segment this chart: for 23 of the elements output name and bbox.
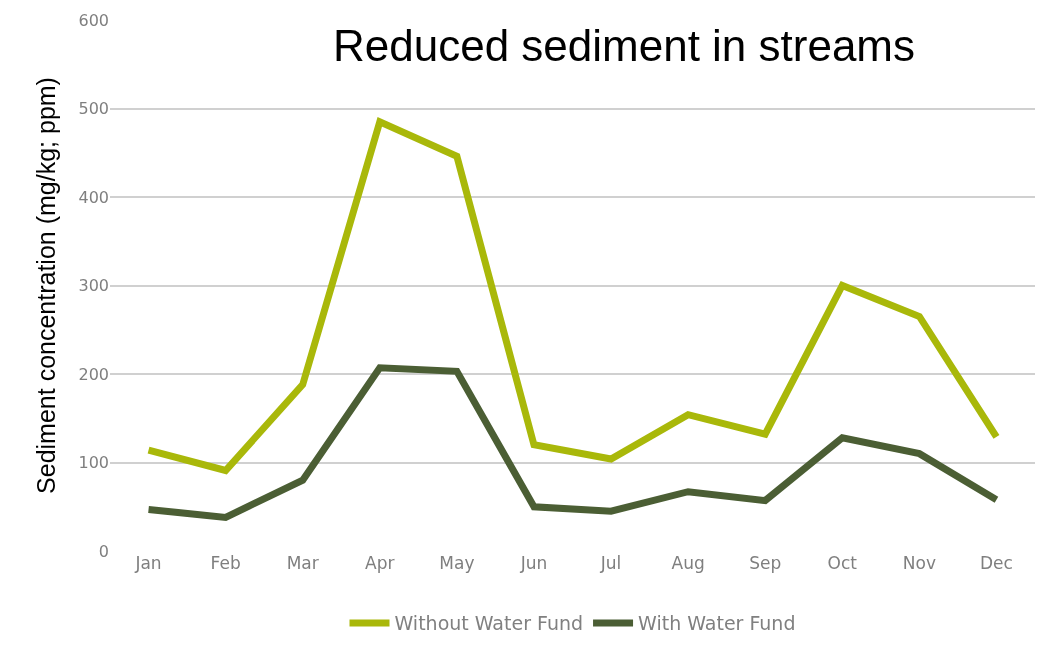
y-tick-label: 300: [78, 276, 109, 296]
y-tick-label: 0: [98, 541, 109, 561]
x-tick-label: Apr: [365, 553, 395, 573]
y-tick-label: 600: [78, 10, 109, 30]
x-tick-label: Jul: [599, 553, 622, 573]
chart-title: Reduced sediment in streams: [332, 20, 916, 70]
y-tick-label: 400: [78, 187, 109, 207]
x-tick-label: Mar: [286, 553, 319, 573]
y-tick-label: 100: [78, 453, 109, 473]
x-tick-label: Feb: [210, 553, 241, 573]
x-tick-label: Aug: [671, 553, 705, 573]
legend-label: Without Water Fund: [394, 612, 584, 635]
legend-label: With Water Fund: [638, 612, 796, 635]
x-tick-label: Jan: [134, 553, 162, 573]
x-tick-label: Jun: [519, 553, 548, 573]
y-tick-label: 500: [78, 99, 109, 119]
x-tick-label: Oct: [827, 553, 858, 573]
y-tick-label: 200: [78, 364, 109, 384]
x-tick-label: Sep: [749, 553, 782, 573]
y-axis-title: Sediment concentration (mg/kg; ppm): [32, 77, 61, 494]
x-tick-label: Dec: [980, 553, 1013, 573]
x-tick-label: May: [439, 553, 475, 573]
x-tick-label: Nov: [902, 553, 936, 573]
